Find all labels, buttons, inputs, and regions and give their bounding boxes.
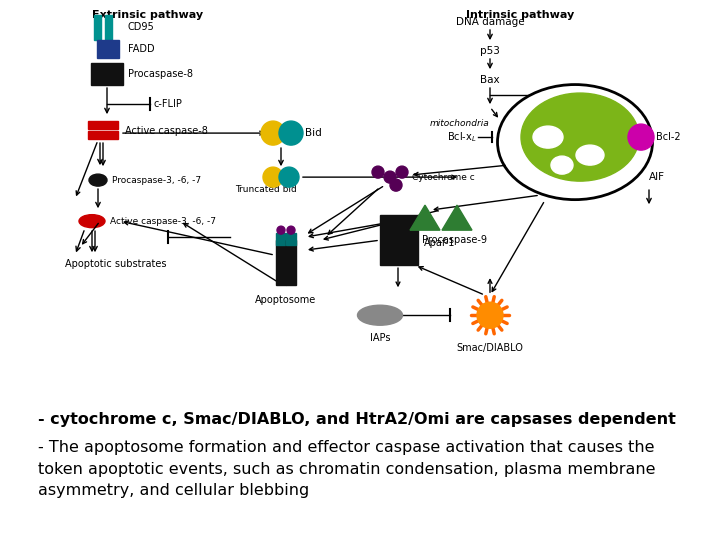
Text: Bax: Bax [480,75,500,85]
Bar [286,233,296,245]
Ellipse shape [358,305,402,325]
Bar [276,240,286,285]
Text: Procaspase-8: Procaspase-8 [128,69,193,79]
Circle shape [396,166,408,178]
Bar [286,240,296,285]
Ellipse shape [498,85,652,200]
Ellipse shape [521,93,639,181]
Text: FADD: FADD [128,44,155,54]
Text: Smac/DIABLO: Smac/DIABLO [456,343,523,353]
Text: Extrinsic pathway: Extrinsic pathway [92,10,204,20]
Text: IAPs: IAPs [370,333,390,343]
Text: Cytochrome c: Cytochrome c [412,173,474,181]
Circle shape [277,226,285,234]
Text: p53: p53 [480,46,500,56]
Text: mitochondria: mitochondria [430,119,490,127]
Circle shape [390,179,402,191]
Bar [88,121,118,129]
Text: Procaspase-9: Procaspase-9 [422,235,487,245]
Circle shape [287,226,295,234]
Circle shape [261,121,285,145]
Text: - The apoptosome formation and effector caspase activation that causes the
token: - The apoptosome formation and effector … [38,440,655,498]
Text: Apoptotic substrates: Apoptotic substrates [65,259,166,269]
Text: Truncated bid: Truncated bid [235,185,297,194]
Bar [91,63,123,85]
Polygon shape [410,205,440,230]
Text: AIF: AIF [649,172,665,182]
Text: CD95: CD95 [128,22,155,32]
Bar [380,215,418,265]
Text: Bcl-2: Bcl-2 [656,132,680,142]
Ellipse shape [79,215,105,228]
Circle shape [263,167,283,187]
Circle shape [384,171,396,183]
Text: Bid: Bid [305,128,322,138]
Text: Procaspase-3, -6, -7: Procaspase-3, -6, -7 [112,176,201,185]
Circle shape [279,167,299,187]
Text: c-FLIP: c-FLIP [154,99,183,109]
Bar [88,131,118,139]
Text: Active caspase-8: Active caspase-8 [125,126,208,136]
Text: DNA damage: DNA damage [456,17,524,27]
Text: Apoptosome: Apoptosome [255,295,316,305]
Text: Active caspase-3, -6, -7: Active caspase-3, -6, -7 [110,217,216,226]
Bar [276,233,286,245]
Text: Intrinsic pathway: Intrinsic pathway [466,10,574,20]
Circle shape [477,302,503,328]
Circle shape [372,166,384,178]
Ellipse shape [89,174,107,186]
Bar [105,15,112,40]
Circle shape [628,124,654,150]
Text: Bcl-x$_L$: Bcl-x$_L$ [447,130,477,144]
Bar [94,15,101,40]
Ellipse shape [551,156,573,174]
Bar [97,40,119,58]
Ellipse shape [576,145,604,165]
Polygon shape [442,205,472,230]
Text: - cytochrome c, Smac/DIABLO, and HtrA2/Omi are capsases dependent: - cytochrome c, Smac/DIABLO, and HtrA2/O… [38,412,676,427]
Text: Apaf-1: Apaf-1 [424,238,456,248]
Ellipse shape [533,126,563,148]
Circle shape [279,121,303,145]
